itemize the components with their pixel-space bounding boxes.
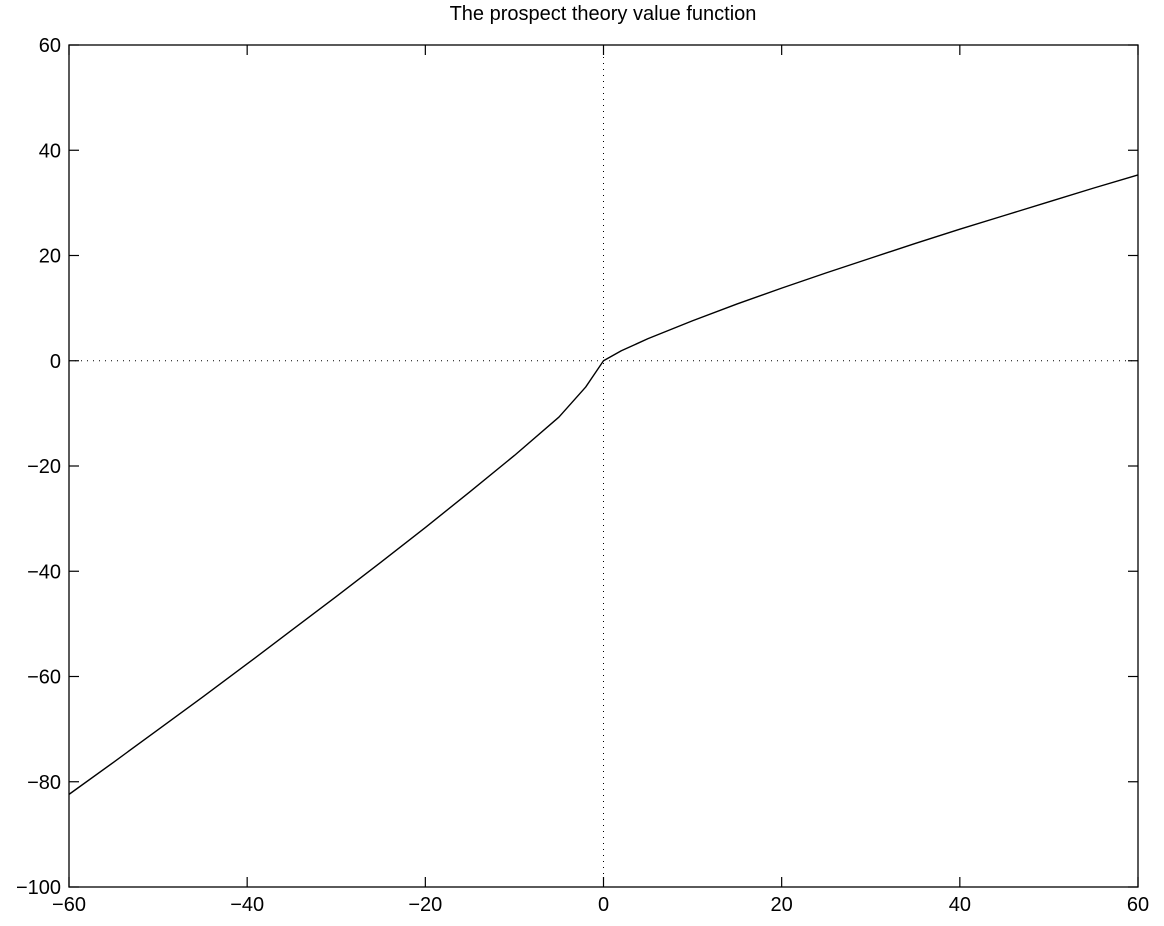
x-tick-label: 60: [1127, 894, 1149, 916]
y-tick-label: 60: [39, 35, 61, 57]
axis-ticks: [68, 44, 1139, 888]
value-function-line: [68, 174, 1139, 795]
x-tick-label: 40: [949, 894, 971, 916]
x-tick-label: 0: [598, 894, 609, 916]
y-tick-label: 0: [50, 351, 61, 373]
y-tick-label: −20: [27, 456, 61, 478]
x-tick-label: 20: [771, 894, 793, 916]
tick-labels: −60 −40 −20 0 20 40 60 −100 −80 −60 −40 −20 0 20 40 60: [16, 35, 1149, 916]
y-tick-label: 40: [39, 140, 61, 162]
y-tick-label: −80: [27, 772, 61, 794]
chart-title: The prospect theory value function: [450, 3, 757, 25]
y-tick-label: −40: [27, 561, 61, 583]
y-tick-label: 20: [39, 246, 61, 268]
y-tick-label: −100: [16, 877, 61, 899]
x-tick-label: −60: [52, 894, 86, 916]
series-layer: [68, 174, 1139, 795]
zero-reference-lines: [69, 45, 1138, 887]
y-tick-label: −60: [27, 667, 61, 689]
x-tick-label: −20: [408, 894, 442, 916]
x-tick-label: −40: [230, 894, 264, 916]
